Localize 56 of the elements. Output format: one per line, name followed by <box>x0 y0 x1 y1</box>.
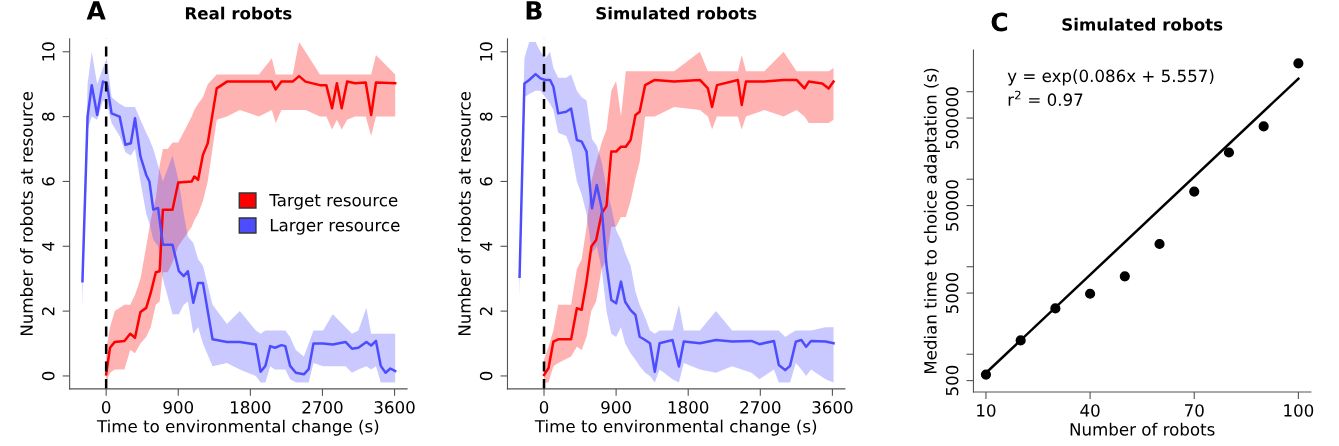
x-tick-label: 900 <box>163 401 194 414</box>
annotation: y = exp(0.086x + 5.557) <box>1007 69 1214 86</box>
point <box>1015 335 1026 346</box>
y-tick-label: 8 <box>41 112 55 121</box>
chart-title: Real robots <box>185 6 292 20</box>
annotation: r$^{2}$ = 0.97 <box>1008 90 1083 106</box>
x-tick-label: 0 <box>539 401 549 414</box>
x-tick-label: 1800 <box>230 401 271 414</box>
point <box>1258 121 1269 132</box>
point <box>1293 58 1304 69</box>
x-axis-title: Number of robots <box>1070 422 1215 436</box>
y-tick-label: 6 <box>41 177 55 186</box>
text: A <box>86 1 106 20</box>
y-axis-title: Median time to choice adaptation (s) <box>923 68 940 374</box>
x-tick-label: 2700 <box>740 401 781 414</box>
y-tick-label: 8 <box>479 112 493 121</box>
chart-title: Simulated robots <box>1062 17 1223 31</box>
y-axis-title: Number of robots at resource <box>457 91 471 336</box>
x-axis-title: Time to environmental change (s) <box>96 419 379 436</box>
x-tick-label: 2700 <box>302 401 343 414</box>
x-tick-label: 1800 <box>668 401 709 414</box>
x-tick-label: 3600 <box>812 401 853 414</box>
x-axis-title: Time to environmental change (s) <box>534 419 817 436</box>
y-tick-label: 4 <box>480 241 493 251</box>
legend-label: Larger resource <box>270 219 400 235</box>
x-tick-label: 40 <box>1080 404 1100 417</box>
point <box>1189 186 1200 197</box>
point <box>980 369 992 380</box>
y-axis-title: Number of robots at resource <box>20 91 33 336</box>
x-tick-label: 100 <box>1284 404 1314 417</box>
y-tick-label: 500000 <box>945 87 959 149</box>
y-tick-label: 2 <box>41 307 55 316</box>
x-tick-label: 0 <box>101 401 111 414</box>
point <box>1154 238 1165 250</box>
x-tick-label: 900 <box>601 401 631 414</box>
y-tick-label: 50000 <box>945 180 959 231</box>
y-tick-label: 0 <box>41 371 55 381</box>
text: B <box>526 1 542 20</box>
x-tick-label: 70 <box>1185 404 1204 417</box>
point <box>1223 147 1235 158</box>
chart-title: Simulated robots <box>596 6 757 20</box>
point <box>1050 303 1061 314</box>
x-tick-label: 3600 <box>374 401 415 414</box>
y-tick-label: 10 <box>479 42 493 61</box>
point <box>1119 271 1130 282</box>
y-tick-label: 6 <box>479 177 493 186</box>
text: C <box>991 12 1008 32</box>
x-tick-label: 10 <box>977 404 996 417</box>
y-tick-label: 4 <box>42 241 55 251</box>
y-tick-label: 10 <box>41 42 55 61</box>
y-tick-label: 500 <box>945 365 959 396</box>
point <box>1085 288 1096 299</box>
y-tick-label: 2 <box>479 307 493 316</box>
y-tick-label: 5000 <box>945 272 959 313</box>
y-tick-label: 0 <box>479 371 493 381</box>
legend-label: Target resource <box>269 194 398 210</box>
